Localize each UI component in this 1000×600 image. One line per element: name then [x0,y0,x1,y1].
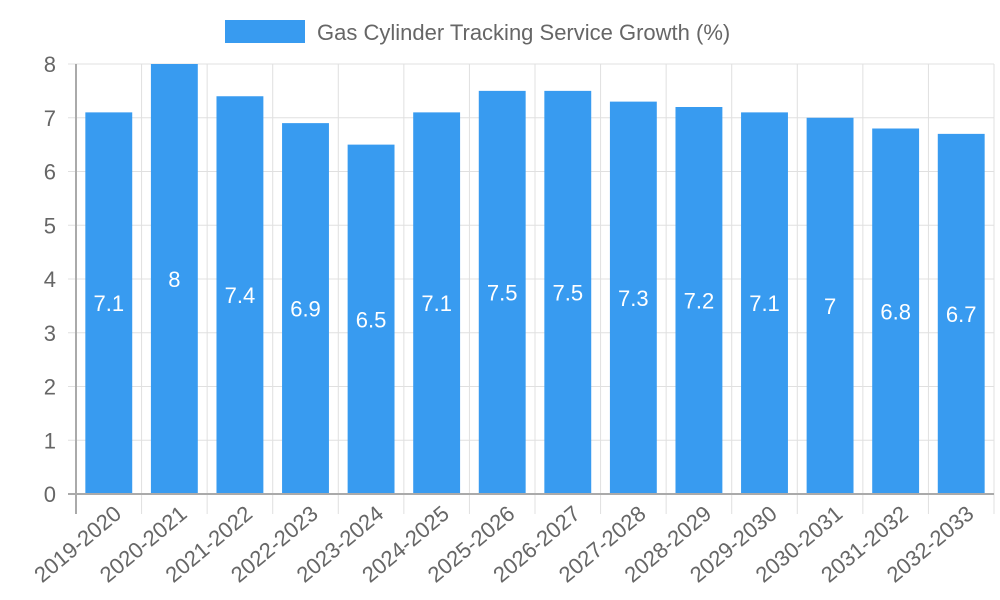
bar-value-label: 6.9 [290,297,321,322]
y-tick-label: 7 [44,106,56,131]
bar-value-label: 7.1 [421,291,452,316]
bar-value-label: 7.5 [552,280,583,305]
bar[interactable] [85,112,133,494]
y-tick-label: 5 [44,213,56,238]
bar-value-label: 7.2 [684,289,715,314]
y-tick-label: 4 [44,267,56,292]
bar-value-label: 6.8 [880,299,911,324]
bar[interactable] [150,64,198,494]
bar[interactable] [675,107,723,494]
bar-value-label: 6.5 [356,307,387,332]
legend[interactable]: Gas Cylinder Tracking Service Growth (%) [225,20,730,45]
axes [68,64,994,514]
y-tick-label: 1 [44,428,56,453]
y-tick-label: 3 [44,321,56,346]
bar[interactable] [216,96,264,494]
y-tick-label: 2 [44,375,56,400]
bar[interactable] [544,90,592,494]
bar-value-label: 7.3 [618,286,649,311]
legend-swatch [225,20,305,43]
bar[interactable] [347,144,395,494]
bar[interactable] [937,133,985,494]
bar-value-label: 6.7 [946,302,977,327]
data-labels: 7.1 8 7.4 6.9 6.5 7.1 7.5 7.5 7.3 7.2 7.1 7 6.8 6.7 [93,267,976,332]
bar[interactable] [872,128,920,495]
bar-value-label: 7.1 [93,291,124,316]
y-axis-ticks: 0 1 2 3 4 5 6 7 8 [44,52,56,507]
legend-label: Gas Cylinder Tracking Service Growth (%) [317,20,730,45]
bar-value-label: 7.1 [749,291,780,316]
y-tick-label: 6 [44,160,56,185]
bar[interactable] [478,90,526,494]
bar-value-label: 7 [824,294,836,319]
bar[interactable] [806,117,854,494]
bar[interactable] [282,123,329,494]
y-tick-label: 0 [44,482,56,507]
bar-value-label: 7.5 [487,280,518,305]
gridlines [68,63,995,514]
bar[interactable] [741,112,788,494]
bar[interactable] [609,101,657,494]
bars [85,64,985,495]
bar[interactable] [413,112,461,494]
bar-value-label: 8 [168,267,180,292]
x-axis-ticks: 2019-20202020-20212021-20222022-20232023… [29,501,978,588]
y-tick-label: 8 [44,52,56,77]
bar-value-label: 7.4 [225,283,256,308]
